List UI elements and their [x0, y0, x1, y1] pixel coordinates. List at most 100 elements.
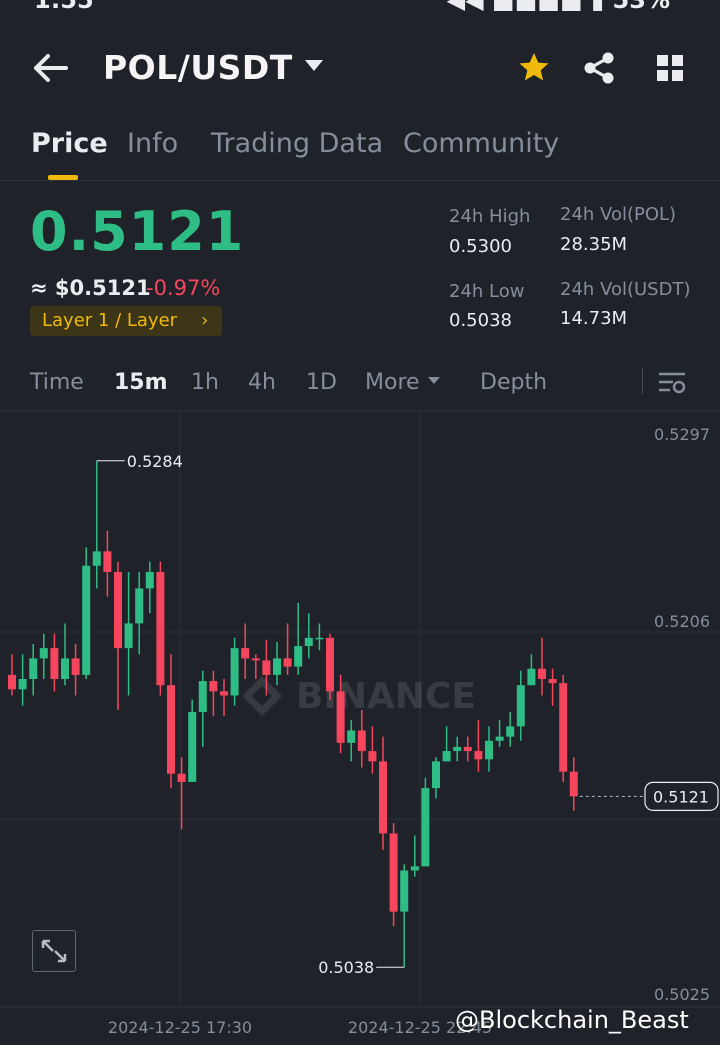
candle [82, 547, 91, 679]
candlestick-chart[interactable]: 0.5297 0.5206 0.5025 2024-12-25 17:30 2024-1… [0, 412, 720, 1045]
candle-body [495, 736, 504, 741]
candle [114, 561, 122, 710]
candle [432, 757, 440, 799]
candle-body [39, 648, 48, 659]
binance-logo-icon [242, 676, 282, 716]
candle [220, 679, 228, 717]
last-price-label: 0.5121 [653, 787, 709, 806]
stat-high-value: 0.5300 [449, 236, 512, 257]
candle [495, 720, 504, 747]
candle-body [304, 637, 313, 647]
candle-body [241, 648, 250, 659]
candle-body [145, 571, 154, 589]
candle [29, 644, 38, 696]
candle-body [474, 751, 483, 760]
candle-body [389, 833, 398, 912]
candle [39, 633, 48, 679]
expand-icon[interactable] [32, 930, 76, 972]
share-icon[interactable] [581, 50, 617, 86]
stat-low-label: 24h Low [449, 281, 525, 302]
candle [124, 571, 133, 696]
interval-4h[interactable]: 4h [248, 370, 276, 395]
stat-vol-quote-value: 14.73M [560, 308, 628, 329]
candle [103, 530, 112, 597]
candle-body [336, 691, 345, 743]
candle [167, 654, 175, 789]
pair-selector[interactable]: POL/USDT [103, 48, 323, 87]
status-time: 1:55 [34, 0, 94, 14]
candle-body [538, 668, 546, 679]
candle [485, 726, 493, 772]
stat-low-value: 0.5038 [449, 310, 512, 331]
tab-price[interactable]: Price [31, 128, 108, 159]
last-price: 0.5121 [30, 200, 245, 263]
watermark-text: BINANCE [296, 676, 476, 717]
interval-15m[interactable]: 15m [114, 370, 168, 395]
active-tab-indicator [48, 175, 78, 180]
stat-vol-quote-label: 24h Vol(USDT) [560, 279, 691, 300]
x-tick-label: 2024-12-25 22:45 [348, 1018, 492, 1037]
candle [135, 571, 144, 655]
interval-depth[interactable]: Depth [480, 370, 548, 395]
candle-body [262, 660, 271, 675]
tab-trading-data[interactable]: Trading Data [211, 128, 384, 159]
candle-body [432, 761, 440, 789]
candle [410, 835, 419, 877]
logo-shape [242, 676, 282, 716]
candle-body [114, 571, 122, 649]
candle [389, 823, 398, 927]
interval-more-label: More [365, 370, 420, 395]
caret-down-icon [304, 60, 323, 71]
candle [453, 736, 462, 762]
candle-body [326, 637, 334, 692]
candle [294, 602, 303, 675]
price-change: -0.97% [146, 276, 221, 300]
candle-body [135, 588, 144, 624]
candle [506, 711, 515, 747]
candle [527, 654, 536, 686]
candle [400, 864, 409, 968]
candle [516, 670, 525, 741]
grid-icon[interactable] [652, 50, 688, 86]
interval-1h[interactable]: 1h [191, 370, 219, 395]
last-price-badge [644, 781, 719, 811]
candle [156, 561, 165, 696]
candle [538, 637, 546, 696]
candle [18, 654, 27, 706]
candle-body [294, 646, 303, 667]
star-icon[interactable] [516, 50, 552, 86]
candle-body [485, 740, 493, 760]
x-tick-label: 2024-12-25 17:30 [108, 1018, 252, 1037]
candle [283, 623, 292, 675]
arrow-left-icon[interactable] [30, 52, 70, 84]
candle-body [421, 788, 430, 867]
candle [262, 639, 271, 696]
candle-body [400, 870, 409, 912]
top-bar: POL/USDT [0, 40, 720, 100]
interval-bar: Time 15m 1h 4h 1D More Depth [0, 360, 720, 411]
candle [145, 561, 154, 614]
candle-body [82, 565, 91, 675]
candle-body [347, 730, 356, 743]
candle-body [177, 773, 186, 782]
candle [357, 709, 366, 768]
category-tag[interactable]: Layer 1 / Layer › [30, 306, 223, 336]
interval-more[interactable]: More [365, 370, 440, 395]
candle-body [103, 551, 112, 572]
interval-1d[interactable]: 1D [306, 370, 337, 395]
candle-body [8, 674, 16, 690]
candle-body [506, 726, 515, 737]
candle [61, 623, 69, 686]
category-tag-label: Layer 1 / Layer [42, 310, 178, 331]
candle-body [50, 648, 59, 679]
interval-time[interactable]: Time [30, 370, 84, 395]
tab-community[interactable]: Community [403, 128, 560, 159]
candle [559, 674, 568, 782]
stat-vol-base-label: 24h Vol(POL) [560, 204, 677, 225]
chart-canvas[interactable]: 0.5297 0.5206 0.5025 2024-12-25 17:30 2024-1… [0, 412, 720, 1045]
candle-body [357, 730, 366, 752]
chart-watermark: BINANCE [242, 676, 476, 717]
tab-info[interactable]: Info [127, 128, 179, 159]
candle [209, 670, 218, 717]
chart-settings-icon[interactable] [656, 368, 688, 398]
